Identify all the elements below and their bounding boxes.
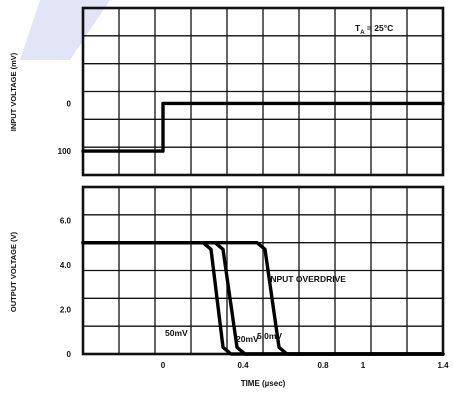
legend-title: INPUT OVERDRIVE (268, 274, 346, 284)
background-watermark (20, 0, 110, 60)
output-voltage-panel: 0 2.0 4.0 6.0 0 0.4 0.8 1 1.4 OUTPUT VOLTAGE (V… (9, 185, 449, 388)
input-voltage-panel: 0 100 INPUT VOLTAGE (mV) TA = 25°C (9, 6, 445, 177)
xtick-label: 0.4 (237, 361, 249, 370)
ytick-label: 0 (67, 350, 72, 359)
bottom-xtick-labels: 0 0.4 0.8 1 1.4 (161, 361, 449, 370)
series-label-5-0mv: 5.0mV (257, 331, 282, 341)
ytick-label: 4.0 (60, 261, 72, 270)
series-label-50mv: 50mV (165, 328, 188, 338)
top-frame (81, 6, 445, 177)
xtick-label: 1.4 (437, 361, 449, 370)
series-label-20mv: 20mV (236, 334, 259, 344)
ytick-label: 0 (67, 99, 72, 108)
trace-5-0mv (81, 240, 445, 356)
xtick-label: 1 (361, 361, 366, 370)
xtick-label: 0 (161, 361, 166, 370)
bottom-ytick-labels: 0 2.0 4.0 6.0 (60, 216, 72, 359)
ytick-label: 100 (58, 147, 72, 156)
ytick-label: 2.0 (60, 305, 72, 314)
top-ytick-labels: 0 100 (58, 99, 72, 156)
input-step-trace (81, 101, 445, 153)
top-y-axis-label: INPUT VOLTAGE (mV) (9, 52, 18, 131)
bottom-grid (83, 187, 443, 354)
bottom-y-axis-label: OUTPUT VOLTAGE (V) (9, 231, 18, 312)
temperature-annotation: TA = 25°C (355, 23, 393, 36)
xtick-label: 0.8 (317, 361, 329, 370)
bottom-traces (81, 240, 445, 356)
top-grid (83, 8, 443, 175)
x-axis-label: TIME (µsec) (241, 379, 286, 388)
ytick-label: 6.0 (60, 216, 72, 225)
top-traces (81, 101, 445, 153)
